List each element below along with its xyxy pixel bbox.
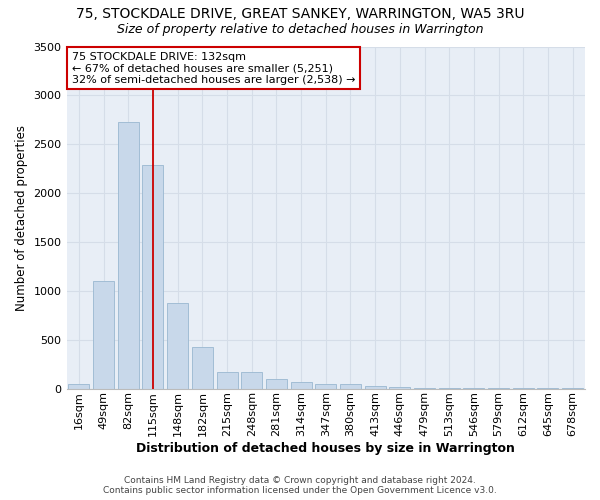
Bar [389, 386, 410, 388]
Bar [192, 346, 213, 389]
Bar [266, 380, 287, 388]
Bar [315, 384, 336, 388]
Text: 75 STOCKDALE DRIVE: 132sqm
← 67% of detached houses are smaller (5,251)
32% of s: 75 STOCKDALE DRIVE: 132sqm ← 67% of deta… [72, 52, 355, 85]
Bar [142, 164, 163, 388]
Bar [290, 382, 311, 388]
Bar [118, 122, 139, 388]
Bar [217, 372, 238, 388]
Text: Size of property relative to detached houses in Warrington: Size of property relative to detached ho… [117, 22, 483, 36]
Bar [340, 384, 361, 388]
Bar [241, 372, 262, 388]
X-axis label: Distribution of detached houses by size in Warrington: Distribution of detached houses by size … [136, 442, 515, 455]
Bar [68, 384, 89, 388]
Bar [167, 303, 188, 388]
Y-axis label: Number of detached properties: Number of detached properties [15, 124, 28, 310]
Bar [93, 281, 114, 388]
Text: Contains HM Land Registry data © Crown copyright and database right 2024.
Contai: Contains HM Land Registry data © Crown c… [103, 476, 497, 495]
Text: 75, STOCKDALE DRIVE, GREAT SANKEY, WARRINGTON, WA5 3RU: 75, STOCKDALE DRIVE, GREAT SANKEY, WARRI… [76, 8, 524, 22]
Bar [365, 386, 386, 388]
